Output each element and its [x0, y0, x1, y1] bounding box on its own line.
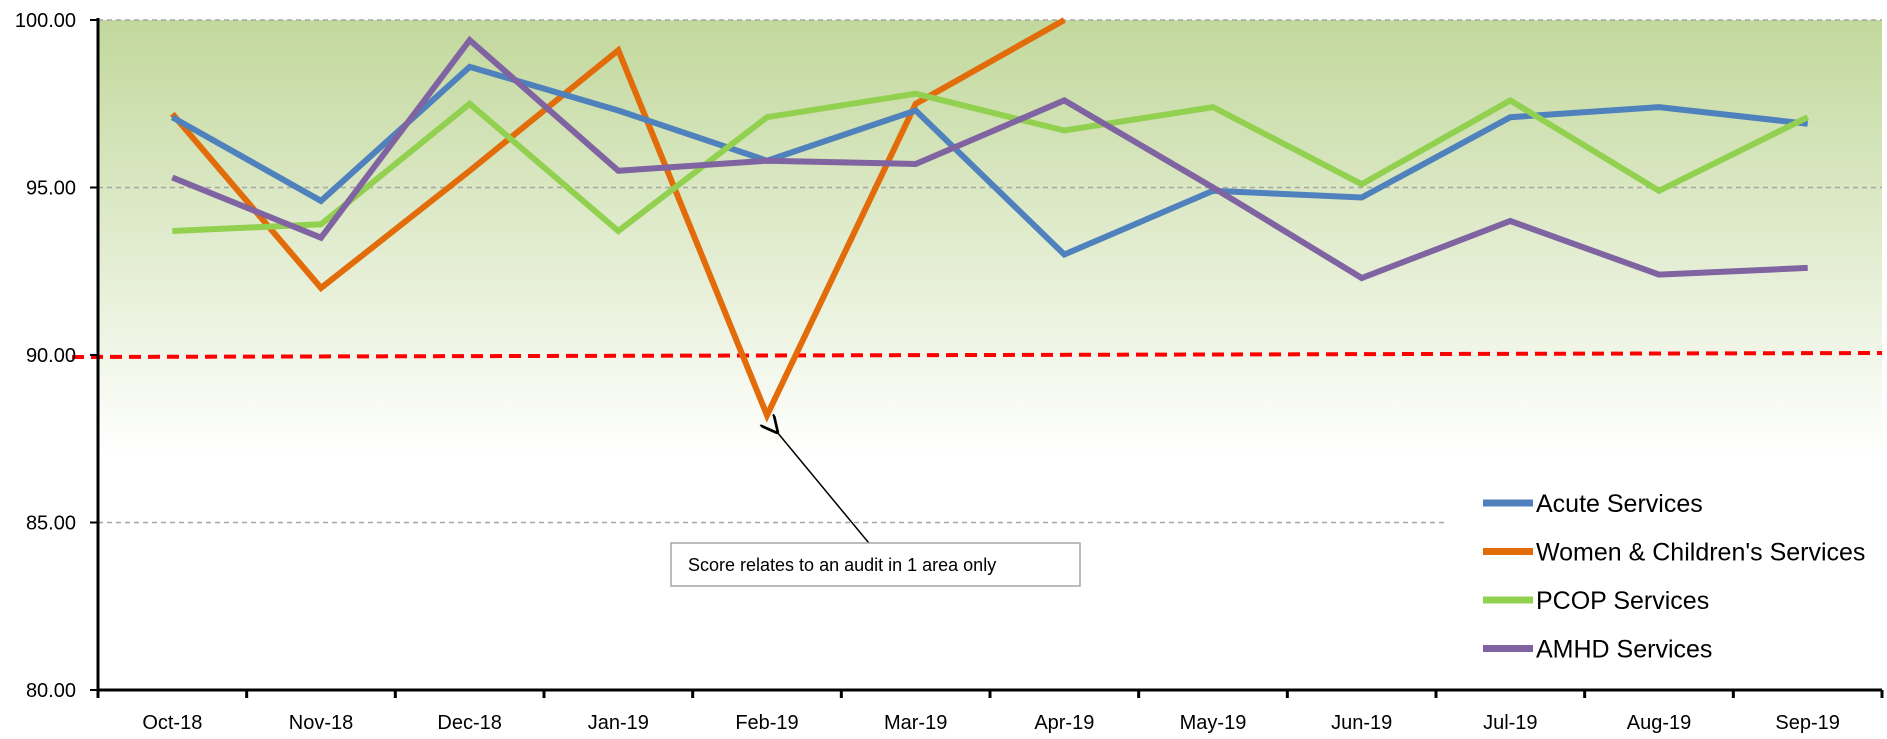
legend-label: PCOP Services — [1536, 587, 1709, 615]
x-tick-labels: Oct-18 Nov-18 Dec-18 Jan-19 Feb-19 Mar-19 Apr-… — [142, 712, 1840, 734]
legend: Acute Services Women & Children's Service… — [1483, 490, 1865, 664]
legend-label: AMHD Services — [1536, 636, 1712, 664]
y-tick-label: 100.00 — [15, 10, 76, 32]
x-tick-label: Jul-19 — [1483, 712, 1537, 734]
x-tick-label: Jan-19 — [588, 712, 649, 734]
series-line-3 — [171, 35, 1808, 282]
axes — [90, 18, 1884, 698]
y-tick-label: 80.00 — [26, 680, 76, 702]
series-lines — [170, 17, 1810, 423]
annotation: Score relates to an audit in 1 area only — [670, 432, 1081, 587]
annotation-text: Score relates to an audit in 1 area only — [688, 555, 996, 575]
x-tick-label: Apr-19 — [1034, 712, 1094, 734]
x-tick-label: Aug-19 — [1627, 712, 1692, 734]
x-tick-label: Feb-19 — [735, 712, 798, 734]
x-tick-label: May-19 — [1180, 712, 1247, 734]
x-tick-label: Dec-18 — [437, 712, 501, 734]
annotation-box — [670, 542, 1081, 587]
x-tick-label: Jun-19 — [1331, 712, 1392, 734]
series-line-1 — [170, 17, 1066, 423]
x-tick-label: Sep-19 — [1775, 712, 1840, 734]
annotation-arrow — [777, 432, 874, 549]
target-line — [71, 351, 1883, 359]
y-tick-label: 85.00 — [26, 513, 76, 535]
y-tick-labels: 80.00 85.00 90.00 95.00 100.00 — [15, 10, 76, 702]
target-line-90 — [71, 351, 1883, 359]
series-line-2 — [172, 90, 1810, 235]
legend-label: Women & Children's Services — [1536, 539, 1865, 567]
x-tick-label: Mar-19 — [884, 712, 947, 734]
legend-label: Acute Services — [1536, 490, 1703, 518]
y-tick-label: 95.00 — [26, 178, 76, 200]
gridlines — [98, 19, 1882, 524]
y-tick-label: 90.00 — [26, 345, 76, 367]
x-tick-label: Oct-18 — [142, 712, 202, 734]
x-tick-label: Nov-18 — [289, 712, 353, 734]
plot-background — [98, 20, 1882, 456]
